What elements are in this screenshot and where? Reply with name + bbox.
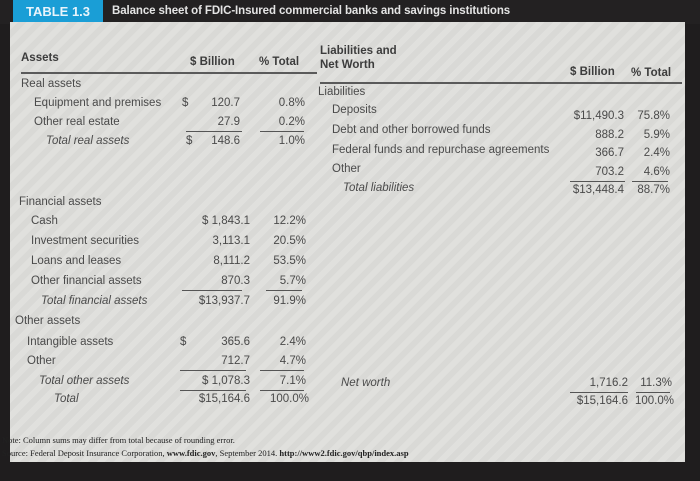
row-label: Intangible assets: [27, 336, 114, 348]
row-pct: 2.4%: [279, 336, 306, 348]
row-label: Federal funds and repurchase agreements: [332, 144, 550, 156]
source-date: , September 2014.: [215, 448, 280, 458]
sum-rule: [182, 290, 242, 291]
grand-total-label: Total: [54, 393, 79, 405]
row-value: 27.9: [217, 116, 240, 128]
grand-total-value: $15,164.6: [198, 393, 250, 405]
row-value: 712.7: [221, 355, 250, 367]
row-pct: 4.7%: [279, 355, 306, 367]
row-label: Loans and leases: [31, 255, 122, 267]
row-pct: 5.7%: [279, 275, 306, 287]
col-header-liabilities-line2: Net Worth: [320, 59, 375, 71]
total-label: Total real assets: [46, 135, 130, 147]
row-label: Deposits: [332, 104, 377, 116]
total-value: $13,937.7: [198, 295, 250, 307]
row-pct: 0.8%: [278, 97, 305, 109]
source-url-link[interactable]: http://www2.fdic.gov/qbp/index.asp: [279, 448, 409, 458]
dollar-sign: $: [180, 336, 187, 348]
total-pct: 88.7%: [637, 184, 670, 196]
row-pct: 5.9%: [643, 129, 670, 141]
source-prefix: Source: Federal Deposit Insurance Corpor…: [2, 448, 167, 458]
row-pct: 20.5%: [273, 235, 306, 247]
sum-rule: [260, 390, 304, 391]
row-value: $11,490.3: [573, 110, 624, 122]
total-pct: 91.9%: [273, 295, 306, 307]
row-value: 703.2: [595, 166, 624, 178]
row-pct: 2.4%: [643, 147, 670, 159]
total-value: $ 1,078.3: [202, 375, 250, 387]
balance-sheet-table: Assets $ Billion % Total Liabilities and…: [2, 22, 685, 462]
source-text: Source: Federal Deposit Insurance Corpor…: [2, 448, 409, 458]
grand-total-pct: 100.0%: [269, 393, 309, 405]
col-header-liab-billion: $ Billion: [570, 66, 615, 78]
row-value: 3,113.1: [212, 235, 250, 247]
col-header-pct: % Total: [259, 56, 300, 68]
dollar-sign: $: [182, 97, 189, 109]
net-worth-pct: 11.3%: [640, 377, 672, 389]
total-label: Total financial assets: [41, 295, 148, 307]
row-label: Other financial assets: [31, 275, 142, 287]
source-site-link[interactable]: www.fdic.gov: [166, 448, 216, 458]
row-label: Other real estate: [34, 116, 120, 128]
col-header-liabilities-line1: Liabilities and: [320, 45, 397, 57]
section-liabilities: Liabilities: [318, 86, 366, 98]
total-value: $13,448.4: [572, 184, 624, 196]
row-pct: 12.2%: [273, 215, 306, 227]
sum-rule: [570, 181, 625, 182]
net-worth-value: 1,716.2: [589, 377, 628, 389]
row-pct: 0.2%: [278, 116, 305, 128]
table-title: Balance sheet of FDIC-Insured commercial…: [112, 5, 511, 17]
sum-rule: [260, 370, 304, 371]
row-pct: 53.5%: [273, 255, 306, 267]
row-label: Debt and other borrowed funds: [332, 124, 491, 136]
sum-rule: [180, 390, 246, 391]
total-label: Total other assets: [39, 375, 130, 387]
sum-rule: [260, 131, 304, 132]
sum-rule: [570, 392, 628, 393]
row-value: 365.6: [221, 336, 250, 348]
sum-rule: [266, 290, 302, 291]
section-financial-assets: Financial assets: [19, 196, 102, 208]
row-value: 366.7: [595, 147, 624, 159]
liab-grand-total-value: $15,164.6: [576, 395, 628, 407]
net-worth-label: Net worth: [341, 377, 391, 389]
header-rule-left: [21, 72, 317, 74]
dollar-sign: $: [186, 135, 193, 147]
note-text: Note: Column sums may differ from total …: [2, 435, 235, 445]
total-value: 148.6: [211, 135, 240, 147]
row-label: Other: [332, 163, 361, 175]
sum-rule: [180, 370, 246, 371]
sum-rule: [636, 392, 670, 393]
col-header-assets: Assets: [21, 52, 59, 64]
sum-rule: [632, 181, 668, 182]
section-other-assets: Other assets: [15, 315, 81, 327]
total-pct: 7.1%: [279, 375, 306, 387]
row-value: 888.2: [595, 129, 624, 141]
liab-grand-total-pct: 100.0%: [634, 395, 674, 407]
sum-rule: [186, 131, 242, 132]
total-pct: 1.0%: [278, 135, 305, 147]
row-value: 870.3: [221, 275, 250, 287]
total-label: Total liabilities: [343, 182, 415, 194]
row-label: Cash: [31, 215, 58, 227]
title-bar: [0, 0, 700, 24]
row-pct: 75.8%: [637, 110, 670, 122]
row-label: Other: [27, 355, 56, 367]
row-pct: 4.6%: [643, 166, 670, 178]
header-rule-right: [320, 82, 682, 84]
col-header-billion: $ Billion: [190, 56, 235, 68]
row-label: Investment securities: [31, 235, 140, 247]
row-value: $ 1,843.1: [202, 215, 250, 227]
table-number-tag: TABLE 1.3: [13, 0, 103, 23]
col-header-liab-pct: % Total: [631, 67, 672, 79]
row-value: 120.7: [211, 97, 240, 109]
row-label: Equipment and premises: [34, 97, 162, 109]
section-real-assets: Real assets: [21, 78, 82, 90]
row-value: 8,111.2: [213, 255, 250, 267]
